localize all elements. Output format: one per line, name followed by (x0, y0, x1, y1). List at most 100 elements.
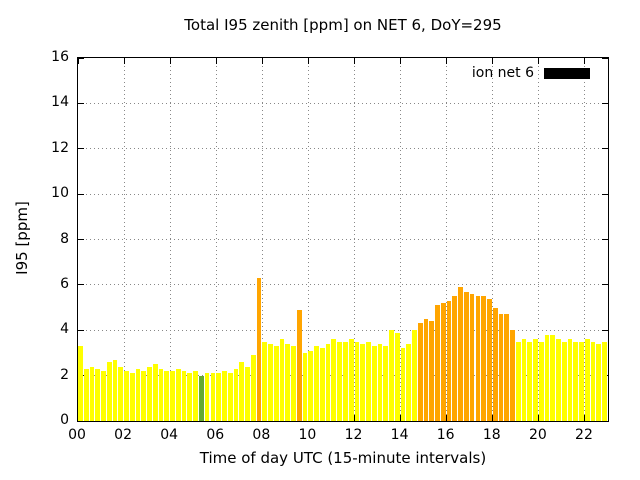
y-tick-label: 16 (51, 49, 69, 65)
y-tick-label: 2 (60, 366, 69, 383)
bar (273, 346, 279, 421)
bar (573, 341, 579, 421)
x-tick-label: 06 (206, 427, 225, 443)
gridline-h (78, 148, 608, 150)
y-tick-mark (602, 102, 608, 104)
bar (544, 334, 550, 421)
bar (158, 368, 164, 421)
bar (538, 341, 544, 421)
bar (377, 343, 383, 421)
y-tick-label: 14 (51, 94, 69, 111)
chart-title: Total I95 zenith [ppm] on NET 6, DoY=295 (184, 16, 502, 34)
y-tick-mark (78, 284, 84, 286)
bar (314, 346, 319, 421)
bar (279, 339, 285, 421)
bar (412, 330, 417, 421)
bar (515, 341, 521, 421)
bar (492, 307, 498, 421)
bar (371, 346, 377, 421)
legend-label: ion net 6 (471, 65, 534, 81)
bar (481, 296, 486, 421)
bar (406, 343, 412, 421)
y-tick-mark (78, 193, 84, 195)
bar (567, 339, 573, 421)
x-tick-label: 10 (298, 427, 317, 443)
y-tick-mark (602, 284, 608, 286)
bar (256, 278, 262, 421)
bar (285, 343, 291, 421)
y-tick-mark (78, 420, 84, 422)
bar (354, 341, 360, 421)
bar (417, 323, 423, 421)
x-tick-label: 22 (575, 427, 593, 443)
y-tick-mark (78, 239, 84, 240)
plot-area: ion net 6 (77, 57, 609, 422)
bar (135, 368, 141, 421)
x-tick-mark (446, 58, 448, 64)
bar (268, 343, 273, 421)
y-tick-label: 0 (60, 412, 69, 428)
bar (325, 343, 331, 421)
bar (124, 371, 129, 421)
bar (394, 332, 400, 421)
y-tick-mark (602, 239, 608, 240)
gridline-h (78, 193, 608, 195)
bar (302, 352, 308, 421)
y-tick-label: 4 (60, 321, 69, 338)
bar (590, 341, 596, 421)
bar (112, 359, 118, 421)
bar (187, 373, 193, 421)
bar (89, 366, 95, 421)
bar (239, 362, 245, 421)
x-tick-label: 08 (252, 427, 271, 443)
bar (319, 348, 325, 421)
bar (360, 343, 366, 421)
bar (204, 373, 210, 421)
x-tick-mark (215, 58, 217, 64)
y-axis-label: I95 [ppm] (13, 201, 31, 275)
y-tick-mark (78, 329, 84, 331)
bar (175, 368, 181, 421)
gridline-v (354, 58, 356, 421)
bar (78, 346, 83, 421)
bar (291, 346, 296, 421)
x-tick-label: 02 (114, 427, 132, 443)
gridline-v (123, 58, 125, 421)
legend-swatch (544, 67, 590, 79)
bar (308, 350, 314, 421)
y-tick-mark (602, 148, 608, 150)
bar (383, 346, 389, 421)
gridline-v (307, 58, 309, 421)
x-tick-label: 16 (436, 427, 455, 443)
y-tick-label: 12 (51, 139, 69, 156)
gridline-v (169, 58, 171, 421)
y-tick-mark (78, 148, 84, 150)
bar (227, 373, 233, 421)
x-tick-mark (169, 58, 171, 64)
y-tick-label: 10 (51, 185, 69, 202)
bar (216, 373, 221, 421)
x-tick-label: 14 (390, 427, 409, 443)
bar (556, 339, 561, 421)
bar (141, 371, 147, 421)
x-tick-mark (400, 58, 402, 64)
x-tick-label: 04 (160, 427, 179, 443)
bar (198, 375, 204, 421)
bar (222, 371, 227, 421)
bar (366, 341, 371, 421)
y-tick-label: 6 (60, 275, 69, 292)
bar (429, 321, 435, 421)
bar (400, 348, 406, 421)
bar (510, 330, 515, 421)
gridline-v (492, 58, 494, 421)
gridline-h (78, 284, 608, 286)
bar (561, 341, 567, 421)
x-tick-mark (77, 58, 79, 64)
bar (245, 366, 250, 421)
gridline-v (261, 58, 263, 421)
bar (250, 355, 256, 421)
gridline-h (78, 102, 608, 104)
bar (337, 341, 342, 421)
bar (579, 341, 584, 421)
y-tick-mark (602, 193, 608, 195)
